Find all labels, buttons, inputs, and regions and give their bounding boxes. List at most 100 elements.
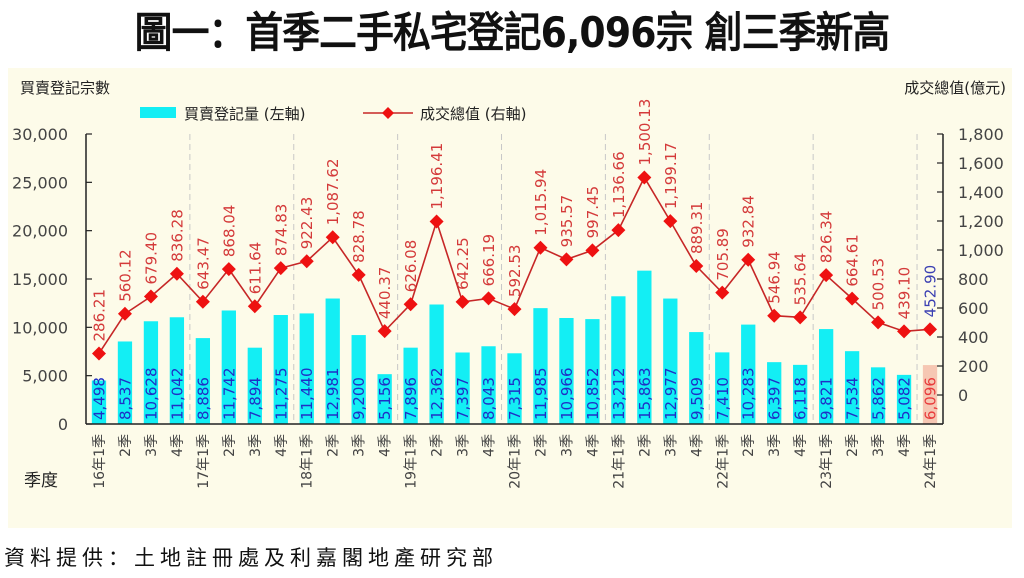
line-marker bbox=[611, 223, 626, 238]
bar bbox=[91, 380, 107, 424]
bar-label: 5,862 bbox=[870, 377, 888, 420]
line-label: 1,015.94 bbox=[532, 169, 550, 236]
x-tick-label: 4季 bbox=[793, 434, 809, 457]
bar-label: 7,410 bbox=[714, 377, 732, 420]
line-marker bbox=[767, 308, 782, 323]
left-tick-label: 15,000 bbox=[12, 270, 68, 289]
bar-label: 5,156 bbox=[376, 377, 394, 420]
bar bbox=[533, 308, 548, 424]
x-tick-label: 3季 bbox=[144, 434, 160, 457]
bar bbox=[247, 347, 262, 424]
line-marker bbox=[637, 170, 652, 185]
bar-label: 7,896 bbox=[402, 377, 420, 420]
x-tick-label: 16年1季 bbox=[92, 434, 108, 489]
line-marker bbox=[845, 291, 860, 306]
line-marker bbox=[455, 294, 470, 309]
line-marker bbox=[585, 243, 600, 258]
bar-label: 7,894 bbox=[246, 377, 264, 420]
line-label: 828.78 bbox=[350, 210, 368, 263]
bar bbox=[585, 319, 600, 424]
x-tick-label: 2季 bbox=[430, 434, 446, 457]
line-marker bbox=[91, 346, 106, 361]
right-tick-label: 1,600 bbox=[958, 154, 1004, 173]
line-label: 666.19 bbox=[480, 234, 498, 287]
line-label: 922.43 bbox=[298, 197, 316, 250]
chart-panel: 4,498 8,537 10,628 11,042 8,886 11,742 7,894 11… bbox=[8, 68, 1012, 528]
line-label: 664.61 bbox=[844, 234, 862, 286]
bar-label: 12,977 bbox=[662, 368, 680, 421]
line-label: 452.90 bbox=[922, 265, 940, 318]
bar bbox=[637, 270, 652, 424]
right-tick-label: 600 bbox=[958, 299, 989, 318]
line-marker bbox=[117, 306, 132, 321]
x-tick-label: 4季 bbox=[689, 434, 705, 457]
right-tick-label: 800 bbox=[958, 270, 989, 289]
legend-line-marker bbox=[382, 107, 394, 119]
right-tick-label: 400 bbox=[958, 328, 989, 347]
line-marker bbox=[923, 322, 938, 337]
bar bbox=[143, 321, 159, 424]
line-marker bbox=[741, 252, 756, 267]
x-tick-label: 4季 bbox=[170, 434, 186, 457]
line-label: 1,136.66 bbox=[610, 151, 628, 218]
line-marker bbox=[819, 268, 834, 283]
line-label: 836.28 bbox=[168, 209, 186, 261]
line-marker bbox=[273, 261, 288, 276]
line-marker bbox=[559, 252, 574, 267]
line-label: 592.53 bbox=[506, 245, 524, 297]
line-series bbox=[91, 170, 938, 361]
bar-label: 11,042 bbox=[168, 368, 186, 421]
right-tick-label: 1,000 bbox=[958, 241, 1004, 260]
bar-label: 6,397 bbox=[766, 377, 784, 420]
line-label: 440.37 bbox=[376, 267, 394, 320]
line-marker bbox=[351, 267, 366, 282]
bar bbox=[663, 298, 678, 424]
right-tick-label: 0 bbox=[958, 386, 968, 405]
right-axis-title: 成交總值(億元) bbox=[904, 79, 1006, 97]
x-tick-label: 20年1季 bbox=[508, 434, 524, 489]
bar bbox=[481, 346, 496, 424]
line-marker bbox=[429, 214, 444, 229]
bar bbox=[741, 324, 756, 424]
left-tick-label: 25,000 bbox=[12, 173, 68, 192]
bar bbox=[299, 313, 314, 424]
bar bbox=[896, 374, 912, 424]
bar bbox=[870, 367, 886, 424]
left-tick-label: 5,000 bbox=[22, 367, 68, 386]
bar-label: 12,981 bbox=[324, 368, 342, 421]
x-tick-label: 3季 bbox=[871, 434, 887, 457]
bar-label: 4,498 bbox=[90, 377, 108, 420]
x-tick-label: 3季 bbox=[352, 434, 368, 457]
legend-line-label: 成交總值 (右軸) bbox=[420, 105, 526, 123]
x-tick-label: 4季 bbox=[585, 434, 601, 457]
line-label: 611.64 bbox=[246, 242, 264, 295]
line-marker bbox=[897, 324, 912, 339]
bar-label: 6,096 bbox=[922, 377, 940, 420]
line-label: 997.45 bbox=[584, 186, 602, 239]
line-label: 1,199.17 bbox=[662, 142, 680, 209]
bar bbox=[377, 374, 392, 424]
x-tick-label: 18年1季 bbox=[300, 434, 316, 489]
bar bbox=[403, 347, 418, 424]
bar bbox=[767, 362, 782, 424]
bar bbox=[221, 310, 236, 424]
bar bbox=[793, 364, 808, 424]
line-marker bbox=[481, 291, 496, 306]
x-tick-label: 2季 bbox=[533, 434, 549, 457]
line-label: 286.21 bbox=[90, 289, 108, 342]
bar bbox=[559, 317, 574, 424]
left-axis-title: 買賣登記宗數 bbox=[20, 79, 110, 97]
line-marker bbox=[143, 289, 158, 304]
left-tick-label: 10,000 bbox=[12, 318, 68, 337]
x-tick-label: 3季 bbox=[663, 434, 679, 457]
line-marker bbox=[377, 324, 392, 339]
bar bbox=[611, 296, 626, 424]
line-marker bbox=[299, 254, 314, 269]
bar-label: 8,043 bbox=[480, 377, 498, 420]
bar-label: 12,362 bbox=[428, 368, 446, 421]
line-label: 643.47 bbox=[194, 237, 212, 289]
bar bbox=[455, 352, 470, 424]
line-labels: 286.21 560.12 679.40 836.28 643.47 868.04 611.… bbox=[90, 99, 939, 342]
bar-label: 8,886 bbox=[194, 377, 212, 420]
bar bbox=[169, 317, 185, 424]
